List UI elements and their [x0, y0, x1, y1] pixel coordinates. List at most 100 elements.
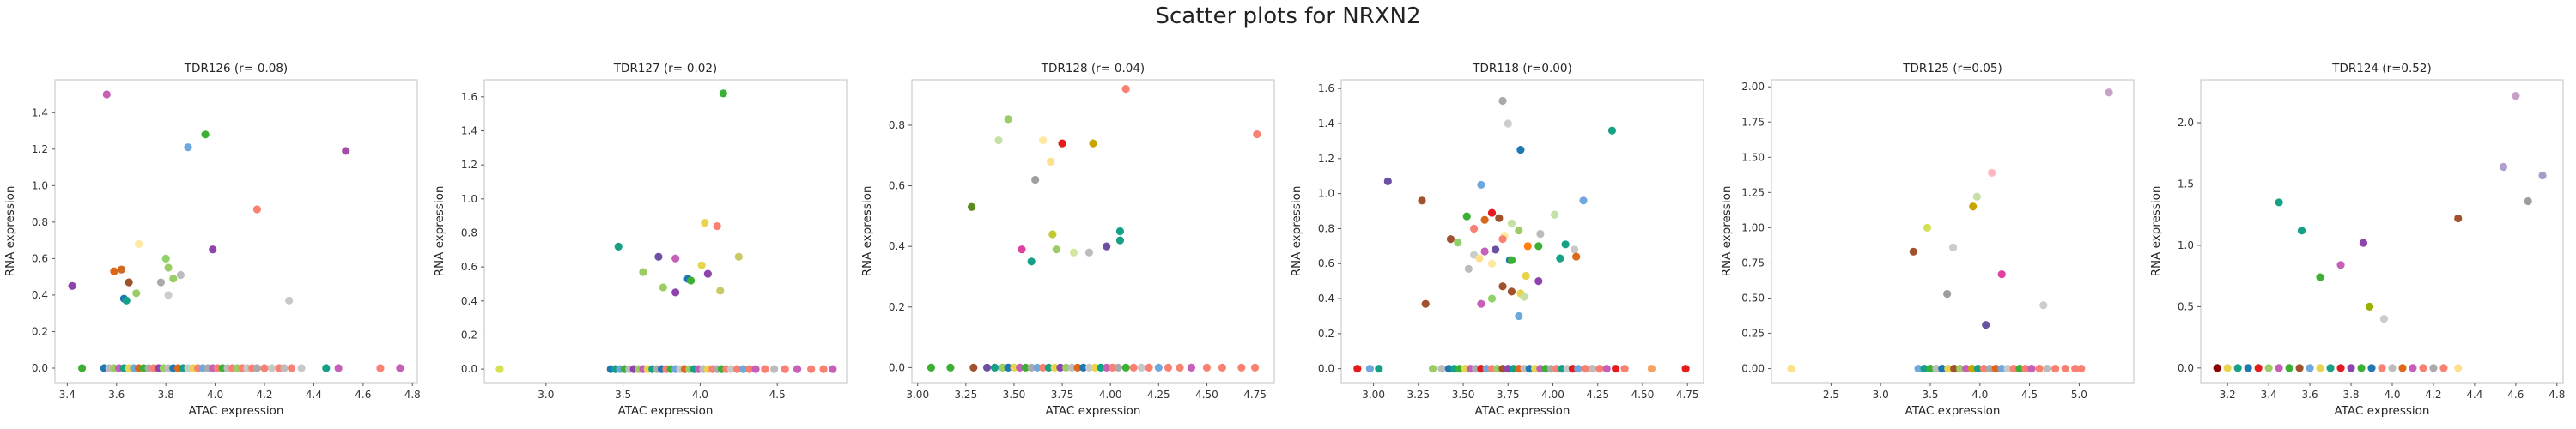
scatter-point	[2027, 364, 2036, 373]
panel-title: TDR118 (r=0.00)	[1472, 62, 1572, 76]
plot-frame	[2200, 79, 2564, 384]
y-tick-label: 1.6	[1318, 82, 1334, 94]
x-tick-label: 4.4	[2466, 389, 2482, 401]
y-tick-label: 1.0	[461, 193, 477, 205]
x-tick-label: 4.0	[692, 389, 708, 401]
scatter-point	[1004, 363, 1012, 372]
scatter-point	[1612, 365, 1620, 373]
scatter-point	[2105, 88, 2113, 97]
scatter-point	[1997, 269, 2006, 279]
scatter-panel-3: TDR128 (r=-0.04) 3.00 3.25 3.50 3.75 4.00 4.25…	[860, 62, 1275, 418]
scatter-point	[1462, 212, 1471, 221]
scatter-point	[1103, 242, 1111, 251]
scatter-point	[2439, 364, 2448, 372]
scatter-point	[1480, 215, 1489, 224]
scatter-point	[1534, 242, 1543, 251]
scatter-point	[2223, 364, 2232, 372]
y-tick-label: 1.2	[461, 159, 477, 171]
scatter-point	[1202, 363, 1212, 372]
x-tick-label: 3.25	[1406, 389, 1430, 401]
scatter-point	[2043, 364, 2052, 373]
scatter-point	[927, 363, 936, 372]
x-tick-label: 4.75	[1243, 389, 1267, 401]
y-tick-label: 0.6	[461, 261, 477, 273]
scatter-point	[1121, 363, 1130, 372]
scatter-point	[998, 363, 1007, 372]
scatter-point	[2499, 162, 2508, 172]
y-tick-label: 0.0	[1318, 363, 1334, 375]
scatter-point	[671, 288, 680, 297]
scatter-point	[1073, 363, 1082, 372]
scatter-point	[819, 365, 828, 373]
y-tick-label: 0.4	[461, 295, 477, 307]
scatter-point	[2051, 364, 2060, 373]
x-tick-label: 3.00	[1362, 389, 1385, 401]
x-tick-label: 4.0	[1971, 389, 1988, 401]
scatter-point	[982, 363, 992, 372]
scatter-point	[1536, 229, 1545, 239]
scatter-point	[2366, 302, 2374, 311]
scatter-point	[1956, 364, 1965, 373]
scatter-point	[1480, 247, 1489, 256]
scatter-panel-1: TDR126 (r=-0.08) 3.4 3.6 3.8 4.0 4.2 4.4 4.6 4.8…	[3, 62, 421, 418]
scatter-panel-6: TDR124 (r=0.52) 3.2 3.4 3.6 3.8 4.0 4.2 4.4 4.6 4…	[2149, 62, 2565, 418]
scatter-point	[2429, 364, 2438, 372]
y-tick-label: 0.8	[461, 227, 477, 239]
x-tick-label: 3.0	[1873, 389, 1889, 401]
scatter-point	[2512, 91, 2520, 100]
scatter-point	[1492, 245, 1500, 254]
scatter-point	[1561, 240, 1570, 249]
y-tick-label: 0.2	[461, 329, 477, 341]
scatter-point	[268, 364, 276, 372]
scatter-point	[659, 283, 667, 292]
x-tick-label: 3.4	[2261, 389, 2277, 401]
scatter-point	[1021, 363, 1030, 372]
scatter-point	[1969, 202, 1978, 211]
scatter-point	[1572, 252, 1581, 261]
x-tick-label: 3.6	[2302, 389, 2318, 401]
x-tick-label: 3.50	[1003, 389, 1026, 401]
x-tick-label: 4.2	[256, 389, 272, 401]
scatter-point	[1515, 311, 1523, 321]
y-tick-label: 0.0	[2178, 362, 2194, 374]
scatter-point	[1176, 363, 1184, 372]
scatter-point	[1588, 365, 1597, 373]
x-tick-label: 4.0	[207, 389, 223, 401]
scatter-point	[1137, 363, 1145, 372]
scatter-point	[1681, 365, 1690, 373]
x-axis-label: ATAC expression	[2335, 404, 2430, 418]
y-tick-label: 1.25	[1741, 186, 1765, 198]
scatter-point	[1487, 294, 1497, 303]
scatter-point	[1353, 365, 1362, 373]
scatter-point	[1091, 363, 1099, 372]
scatter-point	[2336, 364, 2345, 372]
scatter-point	[135, 239, 143, 248]
scatter-point	[1115, 227, 1125, 236]
y-tick-label: 0.2	[889, 301, 905, 313]
y-tick-label: 0.6	[1318, 257, 1334, 269]
scatter-point	[1948, 243, 1958, 251]
y-tick-label: 0.0	[889, 361, 905, 373]
scatter-point	[719, 89, 727, 98]
y-tick-label: 0.8	[32, 216, 48, 228]
x-tick-label: 4.50	[1195, 389, 1218, 401]
scatter-point	[1475, 254, 1484, 263]
x-tick-label: 4.75	[1676, 389, 1699, 401]
y-tick-label: 0.5	[2178, 300, 2194, 312]
scatter-point	[1988, 168, 1996, 177]
scatter-point	[1551, 210, 1559, 219]
scatter-point	[1084, 363, 1094, 372]
x-tick-label: 3.25	[954, 389, 977, 401]
scatter-point	[946, 363, 955, 372]
panel-title: TDR127 (r=-0.02)	[613, 62, 717, 76]
y-tick-label: 2.0	[2178, 117, 2194, 129]
scatter-point	[2071, 364, 2080, 373]
y-tick-label: 1.0	[32, 179, 48, 191]
scatter-point	[164, 291, 173, 299]
scatter-point	[1061, 363, 1071, 372]
y-tick-label: 0.8	[889, 119, 905, 131]
y-tick-label: 1.0	[2178, 239, 2194, 251]
scatter-point	[1250, 363, 1260, 372]
x-tick-label: 4.50	[1631, 389, 1655, 401]
x-tick-label: 3.5	[615, 389, 631, 401]
